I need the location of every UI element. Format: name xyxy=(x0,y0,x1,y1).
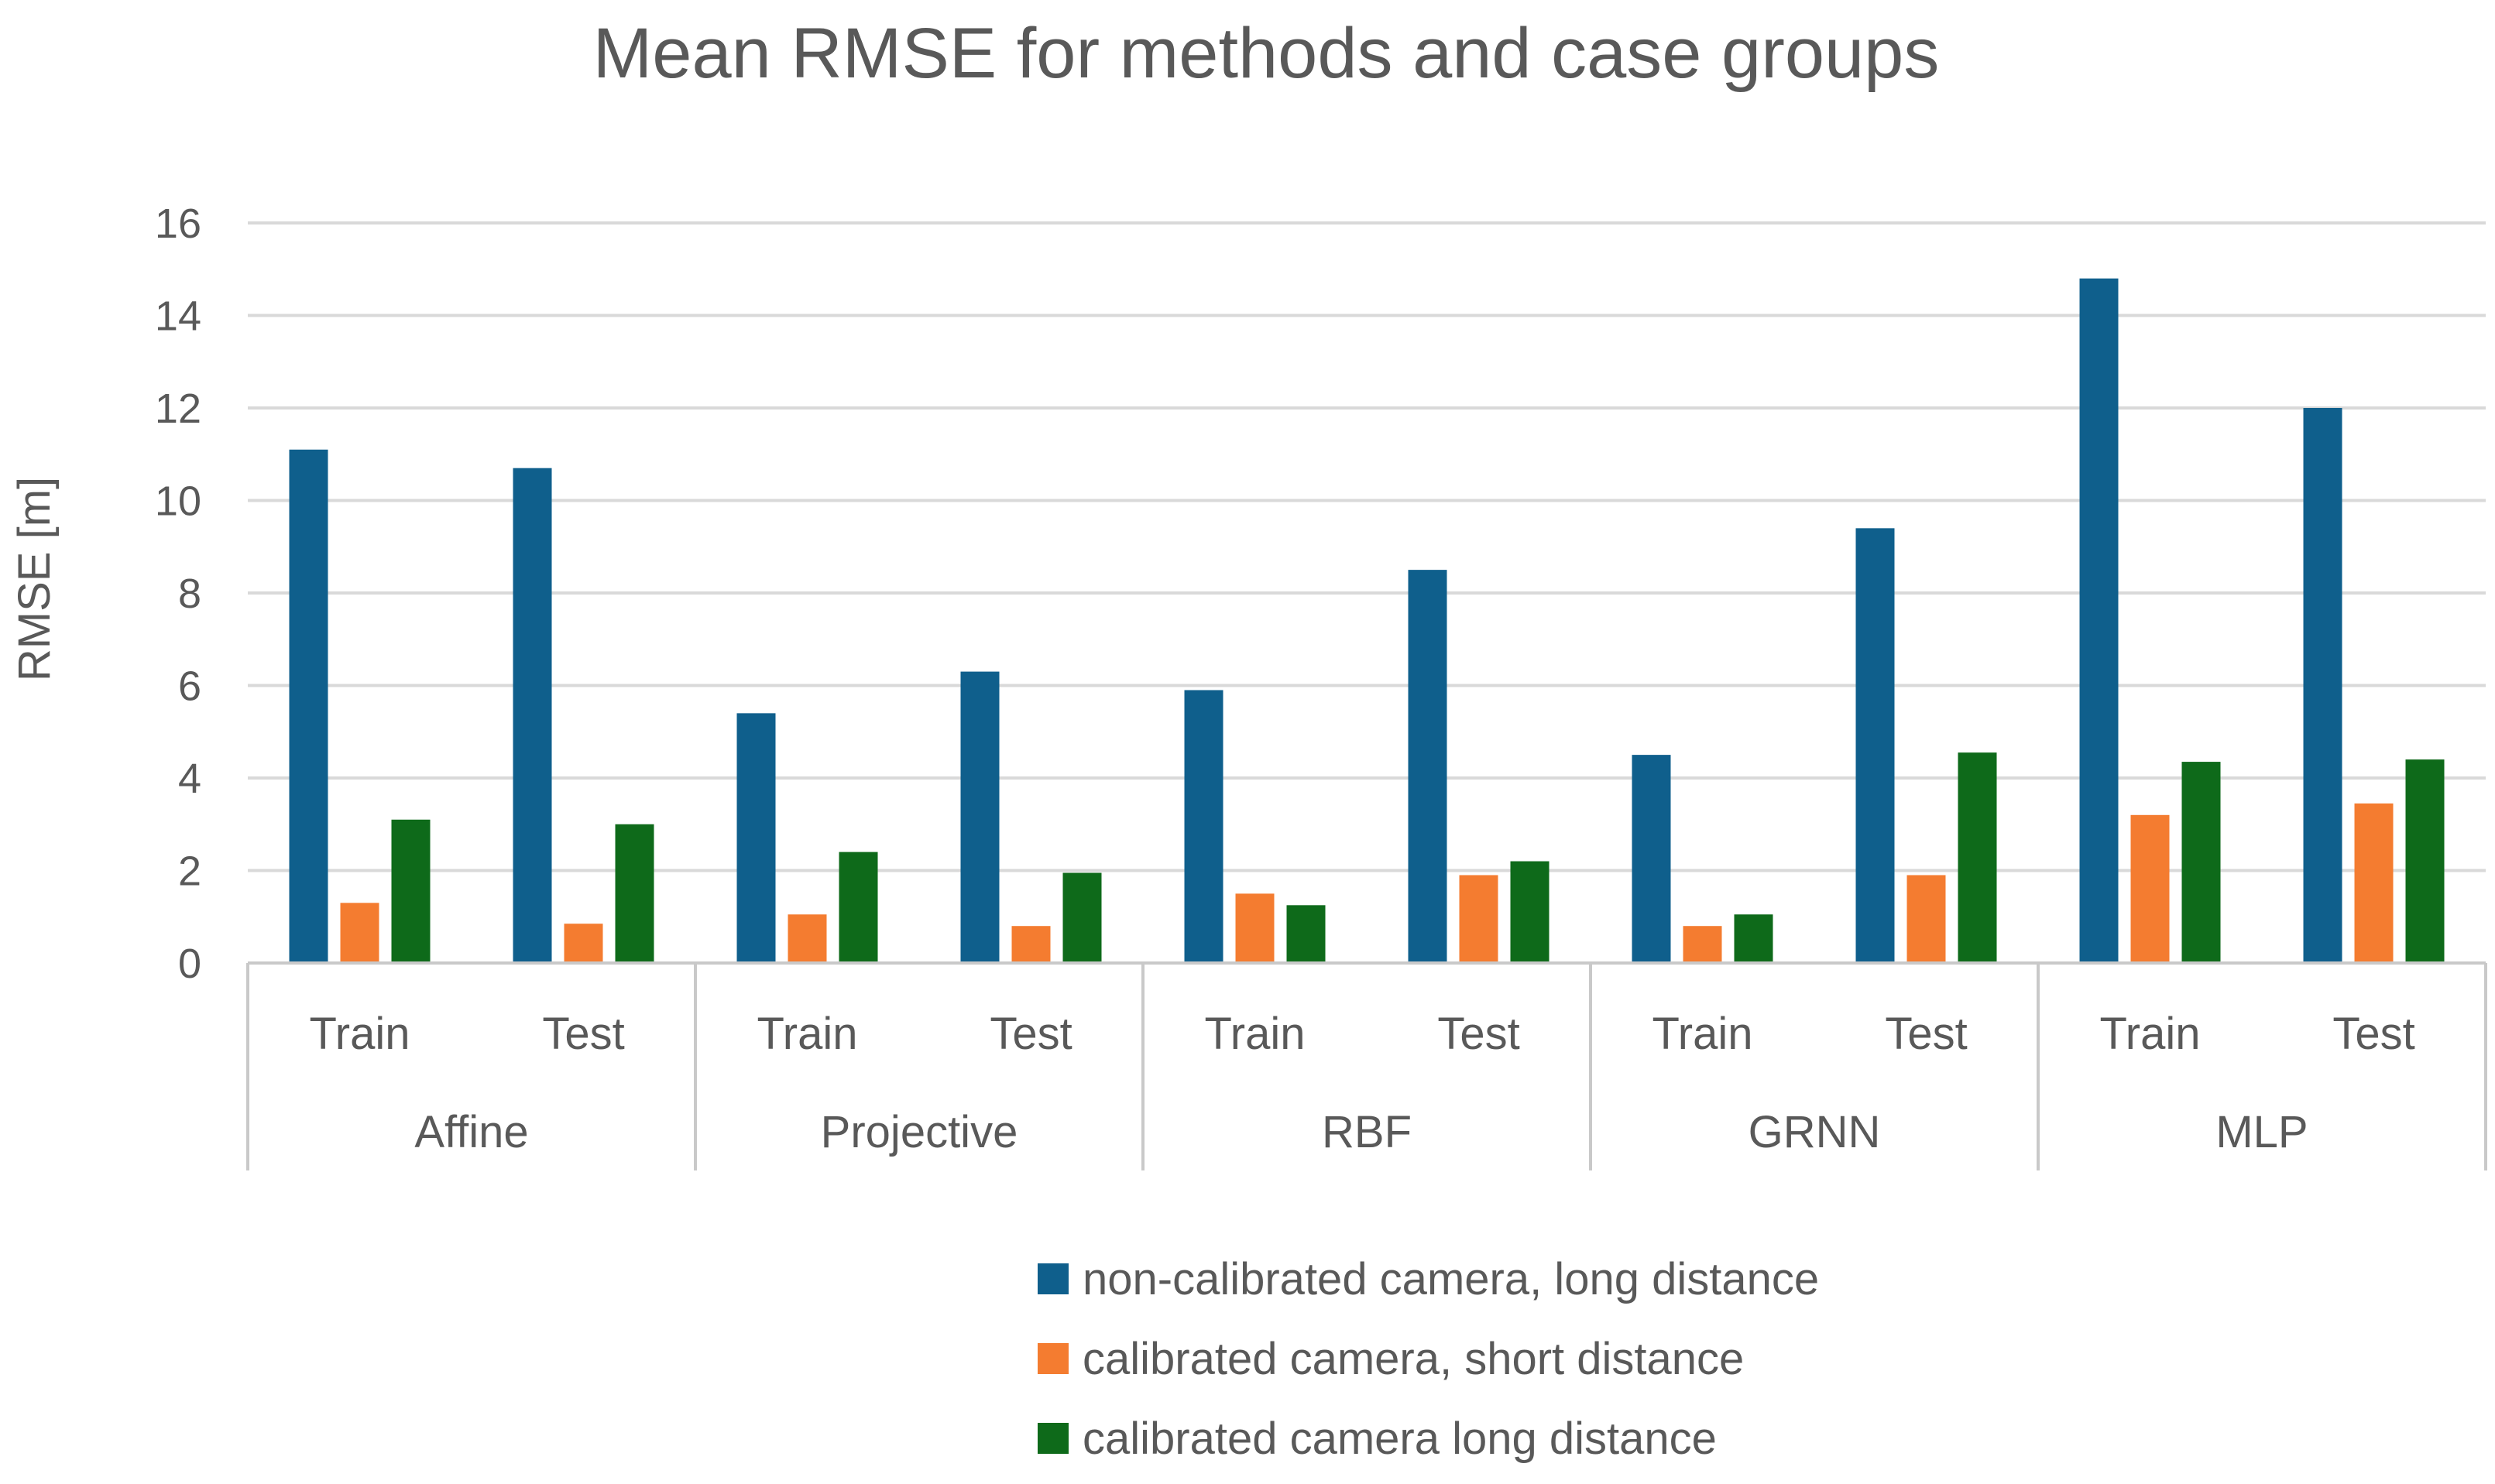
x-subcategory-label-5: Train xyxy=(1205,1009,1306,1059)
bar-3-projective-train xyxy=(839,852,878,963)
bar-1-projective-test xyxy=(960,671,1000,963)
legend-label-1: non-calibrated camera, long distance xyxy=(1083,1254,1819,1304)
legend-swatch-3 xyxy=(1038,1423,1069,1454)
bar-2-rbf-train xyxy=(1235,893,1275,963)
y-tick-label-12: 12 xyxy=(155,386,201,432)
bar-3-grnn-train xyxy=(1734,914,1773,963)
bar-3-grnn-test xyxy=(1958,752,1997,963)
legend-swatch-2 xyxy=(1038,1343,1069,1374)
legend-label-2: calibrated camera, short distance xyxy=(1083,1334,1744,1384)
x-subcategory-label-1: Train xyxy=(310,1009,410,1059)
x-group-label-mlp: MLP xyxy=(2215,1107,2308,1157)
x-subcategory-label-10: Test xyxy=(2332,1009,2414,1059)
x-group-label-grnn: GRNN xyxy=(1749,1107,1881,1157)
bar-2-mlp-test xyxy=(2354,803,2394,963)
bar-marks xyxy=(289,278,2445,963)
y-tick-label-14: 14 xyxy=(155,293,201,340)
x-group-label-projective: Projective xyxy=(821,1107,1018,1157)
bar-1-affine-train xyxy=(289,449,328,963)
x-subcategory-label-9: Train xyxy=(2100,1009,2201,1059)
y-tick-label-8: 8 xyxy=(178,571,201,617)
bar-2-projective-test xyxy=(1011,926,1051,963)
legend-swatch-1 xyxy=(1038,1263,1069,1294)
bar-1-rbf-train xyxy=(1184,690,1223,963)
bar-3-mlp-test xyxy=(2405,759,2445,963)
x-subcategory-label-4: Test xyxy=(990,1009,1072,1059)
x-subcategory-label-6: Test xyxy=(1437,1009,1519,1059)
bar-1-mlp-train xyxy=(2079,278,2119,963)
y-tick-label-10: 10 xyxy=(155,478,201,525)
x-subcategory-label-8: Test xyxy=(1885,1009,1967,1059)
bar-2-mlp-train xyxy=(2130,814,2170,963)
bar-1-affine-test xyxy=(513,468,552,963)
x-group-label-affine: Affine xyxy=(414,1107,528,1157)
bar-3-affine-test xyxy=(615,824,654,963)
bar-2-grnn-train xyxy=(1683,926,1722,963)
bar-1-grnn-test xyxy=(1855,528,1895,963)
y-tick-label-16: 16 xyxy=(155,200,201,247)
bar-1-grnn-train xyxy=(1632,755,1671,963)
y-axis-ticks: 0 2 4 6 8 10 12 14 16 xyxy=(155,200,201,987)
y-axis-title: RMSE [m] xyxy=(9,477,60,681)
bar-3-affine-train xyxy=(391,819,431,963)
bar-2-grnn-test xyxy=(1906,875,1946,963)
y-tick-label-6: 6 xyxy=(178,663,201,710)
legend-label-3: calibrated camera long distance xyxy=(1083,1414,1717,1464)
bar-3-projective-test xyxy=(1062,872,1102,963)
y-tick-label-2: 2 xyxy=(178,848,201,895)
x-subcategory-label-2: Test xyxy=(542,1009,624,1059)
bar-2-affine-train xyxy=(340,903,379,963)
y-tick-label-0: 0 xyxy=(178,941,201,987)
bar-3-rbf-train xyxy=(1286,905,1326,963)
bar-2-projective-train xyxy=(788,914,827,963)
y-tick-label-4: 4 xyxy=(178,756,201,802)
bar-1-rbf-test xyxy=(1408,570,1447,963)
bar-2-affine-test xyxy=(564,924,603,963)
bar-1-projective-train xyxy=(736,713,776,963)
x-group-label-rbf: RBF xyxy=(1322,1107,1412,1157)
x-subcategory-label-3: Train xyxy=(757,1009,858,1059)
legend: non-calibrated camera, long distance cali… xyxy=(1038,1254,1819,1464)
x-subcategory-label-7: Train xyxy=(1652,1009,1753,1059)
chart-title: Mean RMSE for methods and case groups xyxy=(593,14,1940,93)
bar-3-mlp-train xyxy=(2181,762,2221,963)
x-axis: Train Test Train Test Train Test Train Test Trai… xyxy=(246,961,2487,1170)
bar-3-rbf-test xyxy=(1510,861,1550,963)
bar-1-mlp-test xyxy=(2303,408,2342,963)
bar-2-rbf-test xyxy=(1459,875,1498,963)
